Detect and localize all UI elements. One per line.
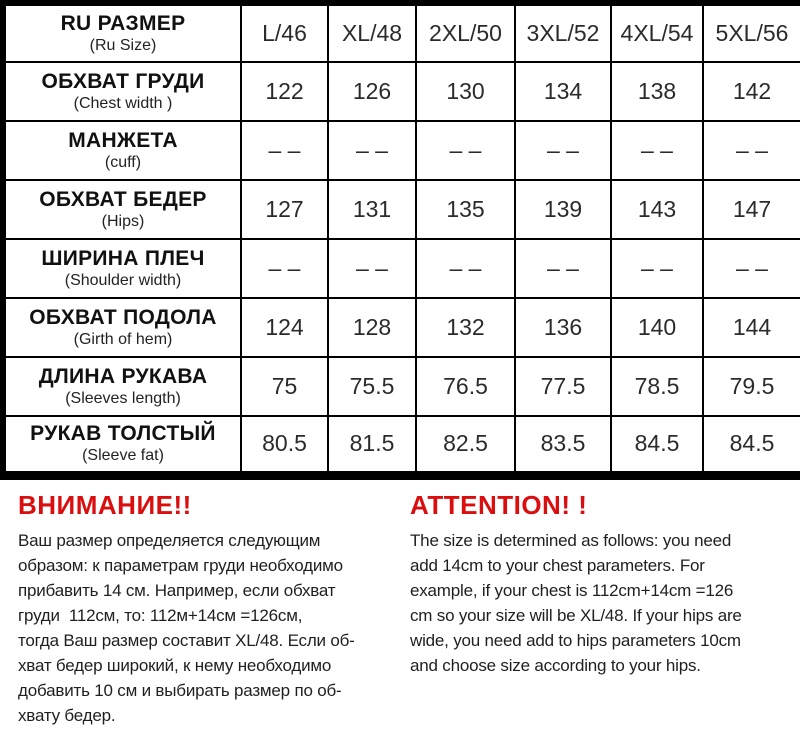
size-column-header: 4XL/54 [610, 2, 704, 63]
size-value-cell: 142 [702, 61, 800, 122]
row-header-cell: RU РАЗМЕР (Ru Size) [2, 2, 242, 63]
size-value-cell: 84.5 [702, 415, 800, 476]
row-header-cell: МАНЖЕТА (cuff) [2, 120, 242, 181]
table-header-row: RU РАЗМЕР (Ru Size) L/46 XL/48 2XL/50 3X… [2, 2, 800, 63]
size-value-cell: 78.5 [610, 356, 704, 417]
size-value-cell: – – [702, 238, 800, 299]
size-value-cell: 138 [610, 61, 704, 122]
size-value-cell: 136 [514, 297, 612, 358]
table-row: МАНЖЕТА (cuff) – – – – – – – – – – – – [2, 120, 800, 181]
size-chart-table: RU РАЗМЕР (Ru Size) L/46 XL/48 2XL/50 3X… [0, 0, 800, 480]
size-value-cell: 143 [610, 179, 704, 240]
size-value-cell: – – [415, 120, 516, 181]
size-value-cell: 126 [327, 61, 417, 122]
size-column-header: 3XL/52 [514, 2, 612, 63]
table-row: ОБХВАТ БЕДЕР (Hips) 127 131 135 139 143 … [2, 179, 800, 240]
size-value-cell: 132 [415, 297, 516, 358]
size-value-cell: 82.5 [415, 415, 516, 476]
size-value-cell: – – [240, 238, 329, 299]
size-value-cell: – – [610, 238, 704, 299]
size-value-cell: 75.5 [327, 356, 417, 417]
note-english-heading: ATTENTION! ! [410, 489, 588, 520]
row-header-cell: РУКАВ ТОЛСТЫЙ (Sleeve fat) [2, 415, 242, 476]
table-row: РУКАВ ТОЛСТЫЙ (Sleeve fat) 80.5 81.5 82.… [2, 415, 800, 476]
table-row: ОБХВАТ ПОДОЛА (Girth of hem) 124 128 132… [2, 297, 800, 358]
size-value-cell: 140 [610, 297, 704, 358]
note-russian: ВНИМАНИЕ!! Ваш размер определяется следу… [18, 488, 390, 728]
size-value-cell: 80.5 [240, 415, 329, 476]
size-value-cell: 128 [327, 297, 417, 358]
table-row: ШИРИНА ПЛЕЧ (Shoulder width) – – – – – –… [2, 238, 800, 299]
note-english-body: The size is determined as follows: you n… [410, 530, 742, 675]
size-value-cell: – – [415, 238, 516, 299]
row-sublabel: (Sleeve fat) [82, 447, 164, 465]
row-sublabel: (Girth of hem) [73, 331, 173, 348]
size-value-cell: 147 [702, 179, 800, 240]
size-value-cell: 139 [514, 179, 612, 240]
size-value-cell: 76.5 [415, 356, 516, 417]
size-value-cell: 131 [327, 179, 417, 240]
size-value-cell: 77.5 [514, 356, 612, 417]
row-label: RU РАЗМЕР [60, 12, 186, 35]
row-sublabel: (Shoulder width) [64, 272, 182, 289]
size-value-cell: 134 [514, 61, 612, 122]
size-column-header: L/46 [240, 2, 329, 63]
table-row: ДЛИНА РУКАВА (Sleeves length) 75 75.5 76… [2, 356, 800, 417]
row-sublabel: (Chest width ) [73, 95, 173, 112]
row-header-cell: ОБХВАТ БЕДЕР (Hips) [2, 179, 242, 240]
row-header-cell: ДЛИНА РУКАВА (Sleeves length) [2, 356, 242, 417]
size-value-cell: 122 [240, 61, 329, 122]
size-value-cell: 79.5 [702, 356, 800, 417]
row-sublabel: (Sleeves length) [65, 390, 181, 407]
note-russian-heading: ВНИМАНИЕ!! [18, 489, 192, 520]
row-label: РУКАВ ТОЛСТЫЙ [30, 422, 216, 446]
row-label: ОБХВАТ ПОДОЛА [29, 306, 217, 329]
size-value-cell: 130 [415, 61, 516, 122]
row-header-cell: ОБХВАТ ГРУДИ (Chest width ) [2, 61, 242, 122]
row-label: ШИРИНА ПЛЕЧ [41, 247, 205, 270]
row-label: ОБХВАТ БЕДЕР [39, 188, 207, 211]
size-value-cell: 75 [240, 356, 329, 417]
table-row: ОБХВАТ ГРУДИ (Chest width ) 122 126 130 … [2, 61, 800, 122]
row-header-cell: ШИРИНА ПЛЕЧ (Shoulder width) [2, 238, 242, 299]
row-label: ОБХВАТ ГРУДИ [41, 70, 205, 93]
size-column-header: 2XL/50 [415, 2, 516, 63]
row-label: МАНЖЕТА [68, 129, 178, 152]
row-header-cell: ОБХВАТ ПОДОЛА (Girth of hem) [2, 297, 242, 358]
size-column-header: 5XL/56 [702, 2, 800, 63]
row-label: ДЛИНА РУКАВА [38, 365, 208, 388]
size-value-cell: – – [514, 120, 612, 181]
note-russian-body: Ваш размер определяется следующим образо… [18, 530, 355, 725]
size-value-cell: 144 [702, 297, 800, 358]
size-value-cell: – – [240, 120, 329, 181]
size-value-cell: 135 [415, 179, 516, 240]
size-value-cell: – – [610, 120, 704, 181]
notes-section: ВНИМАНИЕ!! Ваш размер определяется следу… [0, 480, 800, 728]
size-value-cell: 83.5 [514, 415, 612, 476]
note-english: ATTENTION! ! The size is determined as f… [410, 488, 790, 728]
size-value-cell: – – [702, 120, 800, 181]
size-value-cell: 84.5 [610, 415, 704, 476]
row-sublabel: (Hips) [101, 213, 145, 230]
row-sublabel: (Ru Size) [89, 37, 157, 54]
size-value-cell: 127 [240, 179, 329, 240]
size-value-cell: 81.5 [327, 415, 417, 476]
size-value-cell: – – [327, 238, 417, 299]
row-sublabel: (cuff) [104, 154, 142, 171]
size-value-cell: – – [327, 120, 417, 181]
size-value-cell: 124 [240, 297, 329, 358]
size-value-cell: – – [514, 238, 612, 299]
size-column-header: XL/48 [327, 2, 417, 63]
